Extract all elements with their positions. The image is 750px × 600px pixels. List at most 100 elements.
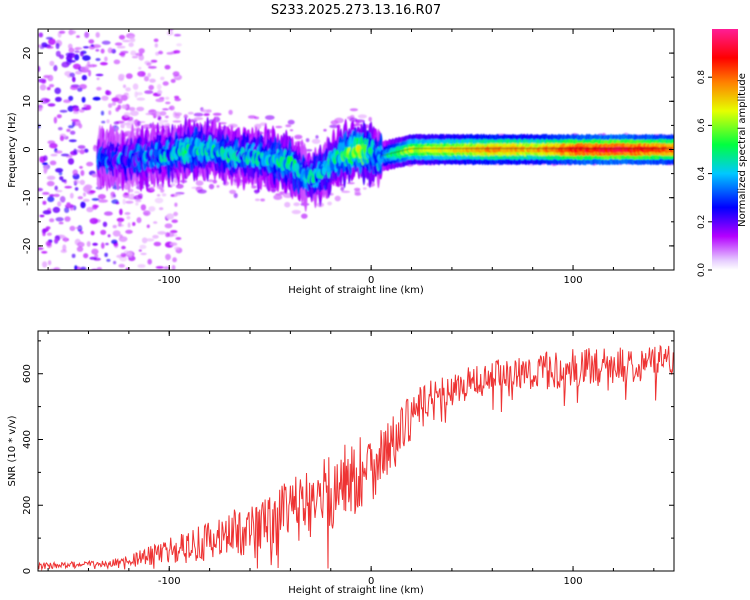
spectrogram-haze-blob <box>301 213 308 219</box>
x-tick-label: 100 <box>564 576 583 587</box>
spectrogram-noise-blob <box>128 107 136 111</box>
spectrogram-noise-blob <box>72 169 78 176</box>
spectrogram-noise-blob <box>46 232 52 236</box>
spectrogram-noise-blob <box>66 202 71 207</box>
spectrogram-noise-blob <box>128 251 133 258</box>
spectrogram-noise-blob <box>93 204 99 208</box>
spectrogram-noise-blob <box>67 158 75 165</box>
spectrogram-noise-blob <box>173 211 179 217</box>
spectrogram-noise-blob <box>171 264 176 270</box>
spectrogram-noise-blob <box>136 97 146 101</box>
spectrogram-haze-blob <box>311 138 321 144</box>
spectrogram-noise-blob <box>112 230 121 237</box>
spectrogram-noise-blob <box>55 42 60 50</box>
spectrogram-noise-blob <box>108 110 112 115</box>
spectrogram-noise-blob <box>39 46 45 49</box>
spectrogram-noise-blob <box>148 84 154 91</box>
spectrogram-noise-blob <box>165 253 171 261</box>
spectrogram-haze-blob <box>285 124 292 128</box>
spectrogram-haze-blob <box>187 111 194 115</box>
spectrogram-noise-blob <box>139 244 147 250</box>
spectrogram-noise-blob <box>95 49 100 52</box>
spectrogram-noise-blob <box>130 110 139 117</box>
spectrogram-haze-blob <box>341 190 351 193</box>
spectrogram-noise-blob <box>125 73 133 79</box>
spectrogram-noise-blob <box>68 29 74 36</box>
spectrogram-noise-blob <box>160 76 165 81</box>
spectrogram-noise-blob <box>69 192 74 199</box>
spectrogram-noise-blob <box>49 84 55 88</box>
spectrogram-noise-blob <box>101 242 105 249</box>
colorbar-tick-label: 0.0 <box>697 263 707 278</box>
spectrogram-noise-blob <box>128 42 134 47</box>
spectrogram-noise-blob <box>86 241 91 247</box>
spectrogram-noise-blob <box>123 112 131 118</box>
spectrogram-haze-blob <box>170 194 175 197</box>
spectrogram-noise-blob <box>138 54 144 61</box>
spectrogram-haze-blob <box>203 112 210 116</box>
spectrogram-noise-blob <box>169 105 175 111</box>
spectrogram-noise-blob <box>64 216 71 222</box>
spectrogram-noise-blob <box>84 31 90 39</box>
spectrogram-noise-blob <box>61 179 67 183</box>
spectrogram-haze-blob <box>354 187 361 191</box>
figure-title: S233.2025.273.13.16.R07 <box>271 3 441 18</box>
spectrogram-noise-blob <box>155 98 165 103</box>
spectrogram-noise-blob <box>101 40 111 45</box>
spectrogram-noise-blob <box>72 110 79 114</box>
spectrogram-haze-blob <box>354 190 361 195</box>
spectrogram-noise-blob <box>59 196 66 203</box>
spectrogram-noise-blob <box>45 226 51 230</box>
spectrogram-noise-blob <box>83 192 86 197</box>
spectrogram-noise-blob <box>164 64 171 70</box>
snr-x-axis: -100 0 100 <box>47 331 655 587</box>
spectrogram-noise-blob <box>124 212 131 215</box>
spectrogram-noise-blob <box>74 265 78 270</box>
spectrogram-haze-blob <box>151 112 157 116</box>
spectrogram-noise-blob <box>122 198 126 205</box>
spectrogram-noise-blob <box>121 104 127 110</box>
spectrogram-noise-blob <box>105 242 109 246</box>
spectrogram-haze-blob <box>304 149 313 152</box>
spectrogram-noise-blob <box>171 219 178 223</box>
spectrogram-noise-blob <box>73 119 81 126</box>
spectrogram-noise-blob <box>75 70 82 75</box>
spectrogram-haze-blob <box>125 200 134 204</box>
x-tick-label: -100 <box>158 576 181 587</box>
spectrogram-haze-blob <box>207 179 214 183</box>
spectrogram-noise-blob <box>75 226 82 230</box>
spectrogram-noise-blob <box>173 246 180 251</box>
spectrogram-noise-blob <box>174 202 178 207</box>
spectrogram-noise-blob <box>55 217 64 222</box>
spectrogram-haze-blob <box>229 189 237 194</box>
spectrogram-noise-blob <box>63 99 71 103</box>
spectrogram-noise-blob <box>164 123 170 126</box>
spectrogram-noise-blob <box>59 135 65 142</box>
spectrogram-haze-blob <box>254 123 262 130</box>
spectrogram-noise-blob <box>90 230 95 236</box>
spectrogram-haze-blob <box>129 193 135 197</box>
spectrogram-noise-blob <box>43 155 48 162</box>
spectrogram-noise-blob <box>70 85 78 90</box>
spectrogram-haze-blob <box>208 183 215 190</box>
spectrogram-noise-blob <box>80 266 87 270</box>
spectrogram-noise-blob <box>68 47 75 53</box>
spectrogram-noise-blob <box>140 204 147 211</box>
spectrogram-noise-blob <box>81 74 87 81</box>
spectrogram-noise-blob <box>150 59 158 63</box>
spectrogram-noise-blob <box>159 207 164 211</box>
spectrogram-haze-blob <box>293 202 300 207</box>
spectrogram-noise-blob <box>111 101 116 106</box>
spectrogram-noise-blob <box>49 143 58 149</box>
y-tick-label: 200 <box>22 496 33 515</box>
spectrogram-noise-blob <box>169 242 178 246</box>
spectrogram-noise-blob <box>154 43 158 48</box>
spectrogram-noise-blob <box>76 246 84 252</box>
spectrogram-noise-blob <box>152 234 159 239</box>
spectrogram-noise-blob <box>54 150 63 154</box>
spectrogram-noise-blob <box>82 55 91 61</box>
spectrogram-noise-blob <box>157 90 163 95</box>
spectrogram-noise-blob <box>92 242 98 246</box>
spectrogram-haze-blob <box>347 182 355 185</box>
x-tick-label: 100 <box>564 275 583 286</box>
